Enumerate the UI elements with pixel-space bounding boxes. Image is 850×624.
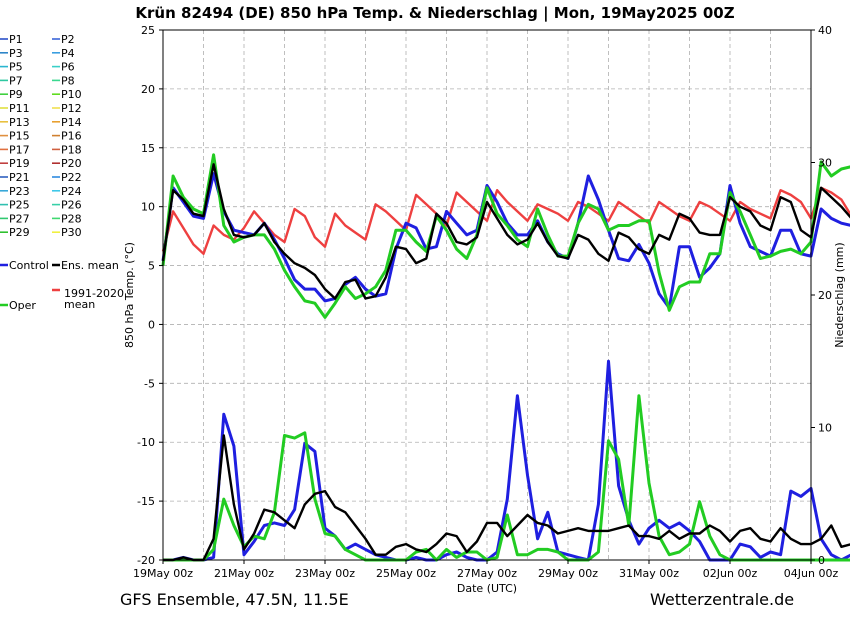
x-tick-label: 19May 00z: [133, 567, 193, 580]
legend-label: 1991-2020: [64, 287, 124, 300]
legend-label: P29: [9, 226, 30, 239]
y-tick-label: 20: [141, 83, 155, 96]
legend-label: P28: [61, 212, 82, 225]
y2-tick-label: 30: [818, 157, 832, 170]
legend-label: P16: [61, 130, 82, 143]
legend-label: P18: [61, 143, 82, 156]
x-tick-label: 25May 00z: [376, 567, 436, 580]
footer-left: GFS Ensemble, 47.5N, 11.5E: [120, 590, 349, 609]
y2-tick-label: 40: [818, 24, 832, 37]
series-line-control-precip: [163, 359, 850, 562]
legend-label: P7: [9, 74, 23, 87]
legend-label: P23: [9, 185, 30, 198]
x-tick-label: 29May 00z: [538, 567, 598, 580]
legend-label: P8: [61, 74, 75, 87]
y-tick-label: -15: [137, 495, 155, 508]
legend-label: P20: [61, 157, 82, 170]
series-line-ens-mean-temp: [161, 163, 850, 300]
legend-label: P6: [61, 61, 75, 74]
legend-label: P14: [61, 116, 82, 129]
x-tick-label: 21May 00z: [214, 567, 274, 580]
legend-label: P22: [61, 171, 82, 184]
y-tick-label: 15: [141, 142, 155, 155]
legend-label: P30: [61, 226, 82, 239]
y-tick-label: 0: [148, 318, 155, 331]
legend-label: P2: [61, 33, 75, 46]
chart-title: Krün 82494 (DE) 850 hPa Temp. & Niedersc…: [135, 4, 734, 23]
series-lines: [161, 153, 850, 562]
legend-label: Ens. mean: [61, 259, 119, 272]
y-tick-label: -10: [137, 436, 155, 449]
legend-label: Control: [9, 259, 49, 272]
legend-label: P24: [61, 185, 82, 198]
legend-label: P5: [9, 61, 23, 74]
legend-label: P3: [9, 47, 23, 60]
footer-right: Wetterzentrale.de: [650, 590, 794, 609]
legend-label: P26: [61, 199, 82, 212]
legend-label: Oper: [9, 299, 36, 312]
legend-label: P17: [9, 143, 30, 156]
y-axis-label: 850 hPa Temp. (°C): [123, 242, 136, 348]
x-tick-label: 31May 00z: [619, 567, 679, 580]
x-tick-label: 04Jun 00z: [784, 567, 839, 580]
legend-label: P21: [9, 171, 30, 184]
legend-label: P25: [9, 199, 30, 212]
y-tick-label: 25: [141, 24, 155, 37]
legend-label: P9: [9, 88, 23, 101]
legend-label: P11: [9, 102, 30, 115]
y-tick-label: -20: [137, 554, 155, 567]
series-line-ens-mean-precip: [163, 434, 850, 562]
legend-label: P27: [9, 212, 30, 225]
series-line-1991-2020-mean-temp: [161, 186, 850, 256]
x-axis-label: Date (UTC): [457, 582, 517, 595]
legend-label: P15: [9, 130, 30, 143]
y-tick-label: 10: [141, 201, 155, 214]
legend-label: P19: [9, 157, 30, 170]
grid: [163, 30, 811, 560]
legend-label: P12: [61, 102, 82, 115]
x-tick-label: 27May 00z: [457, 567, 517, 580]
y2-axis-label: Niederschlag (mm): [833, 242, 846, 347]
legend-label: P13: [9, 116, 30, 129]
legend-label: P10: [61, 88, 82, 101]
y2-tick-label: 0: [818, 554, 825, 567]
x-tick-label: 23May 00z: [295, 567, 355, 580]
legend-label: mean: [64, 298, 95, 311]
series-line-control-temp: [161, 172, 850, 310]
legend-label: P4: [61, 47, 75, 60]
y-tick-label: -5: [144, 377, 155, 390]
y2-tick-label: 20: [818, 289, 832, 302]
axes: -20 -15 -10 -5 0 5 10 15 20 25 0 10 20 30 40 19May 00z 2…: [133, 24, 838, 580]
y-tick-label: 5: [148, 260, 155, 273]
x-tick-label: 02Jun 00z: [703, 567, 758, 580]
legend-label: P1: [9, 33, 23, 46]
y2-tick-label: 10: [818, 422, 832, 435]
